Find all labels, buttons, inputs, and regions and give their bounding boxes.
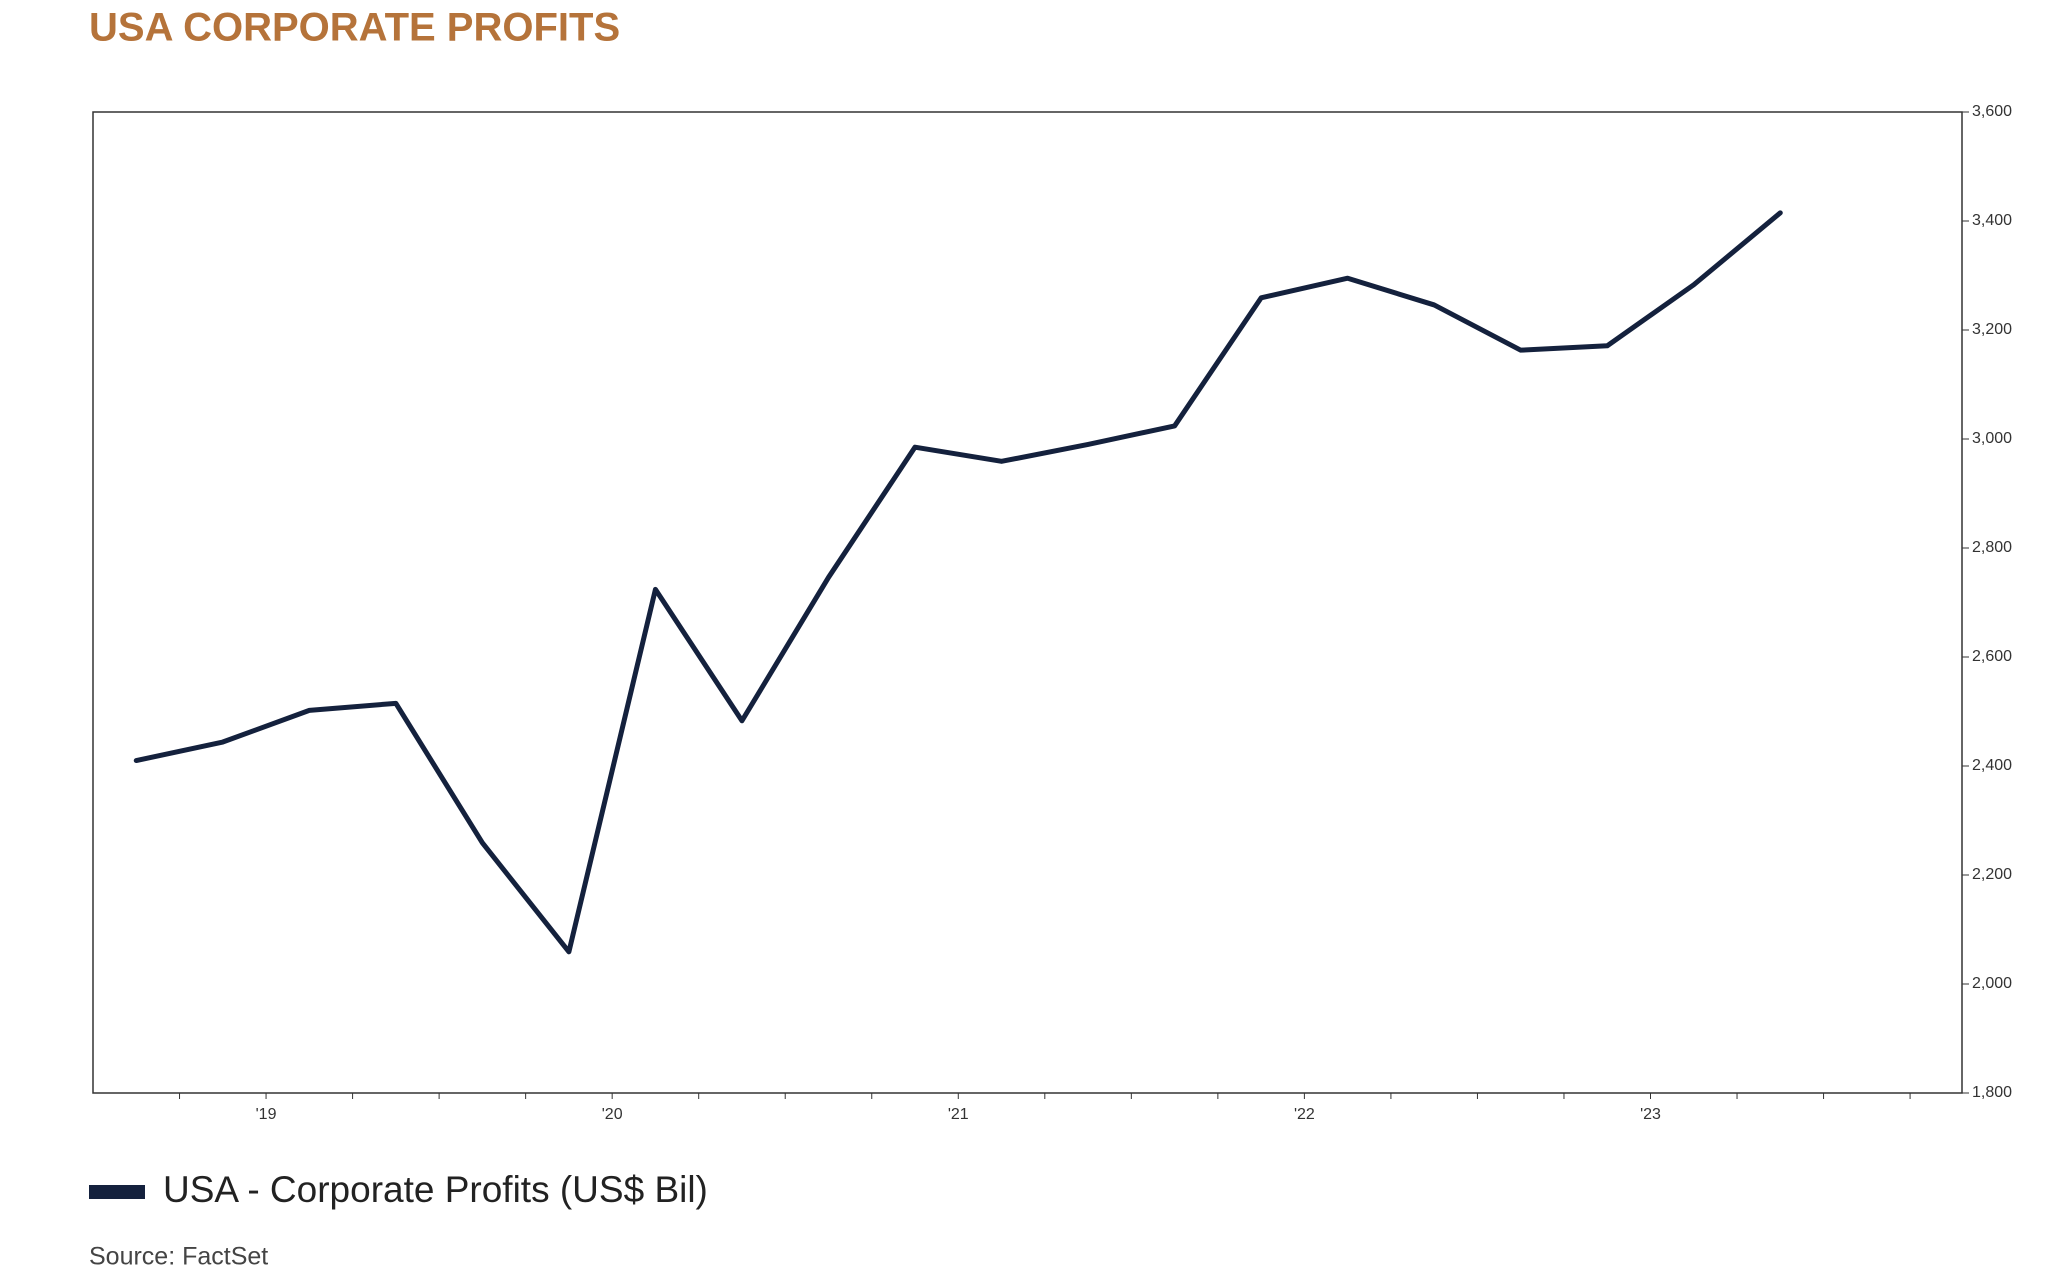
- y-tick-label: 2,800: [1972, 539, 2012, 556]
- legend-label: USA - Corporate Profits (US$ Bil): [163, 1169, 708, 1210]
- x-tick-label: '21: [948, 1106, 969, 1123]
- y-tick-label: 1,800: [1972, 1084, 2012, 1101]
- chart-title: USA CORPORATE PROFITS: [89, 6, 620, 50]
- plot-frame: [92, 111, 1963, 1094]
- x-tick-label: '22: [1294, 1106, 1315, 1123]
- y-tick-label: 2,000: [1972, 975, 2012, 992]
- y-tick-label: 3,200: [1972, 321, 2012, 338]
- x-tick-label: '23: [1640, 1106, 1661, 1123]
- x-tick-label: '19: [256, 1106, 277, 1123]
- y-tick-label: 2,400: [1972, 757, 2012, 774]
- y-tick-label: 3,400: [1972, 212, 2012, 229]
- y-tick-label: 3,000: [1972, 430, 2012, 447]
- source-note: Source: FactSet: [89, 1243, 268, 1271]
- x-tick-label: '20: [602, 1106, 623, 1123]
- series-line: [133, 210, 1783, 955]
- y-tick-label: 3,600: [1972, 103, 2012, 120]
- y-tick-label: 2,600: [1972, 648, 2012, 665]
- y-tick-label: 2,200: [1972, 866, 2012, 883]
